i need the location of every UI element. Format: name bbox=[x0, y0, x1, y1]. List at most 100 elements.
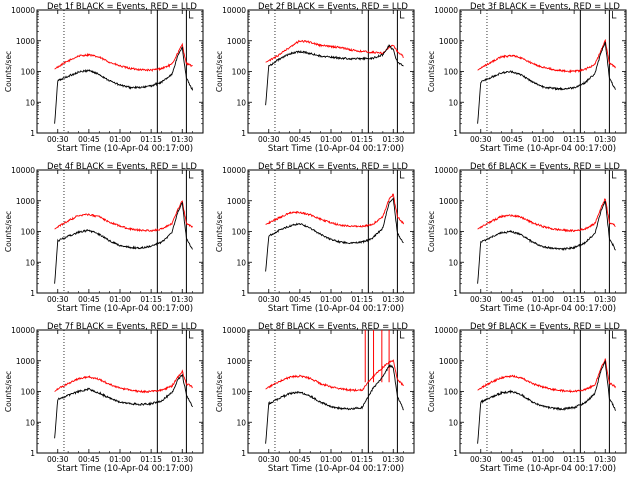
bracket-mark bbox=[400, 11, 405, 19]
panel-title: Det 9f BLACK = Events, RED = LLD bbox=[470, 322, 620, 332]
x-tick-label: 01:30 bbox=[171, 135, 193, 144]
y-tick-label: 10 bbox=[25, 418, 35, 427]
y-tick-label: 1 bbox=[453, 449, 458, 458]
x-tick-label: 00:45 bbox=[78, 135, 100, 144]
events-series-line bbox=[477, 200, 616, 284]
x-tick-label: 01:30 bbox=[382, 455, 404, 464]
bracket-mark bbox=[400, 331, 405, 339]
x-tick-label: 01:00 bbox=[320, 135, 342, 144]
y-tick-label: 1 bbox=[453, 289, 458, 298]
y-tick-label: 100 bbox=[21, 228, 36, 237]
detector-panel-7: Det 7f BLACK = Events, RED = LLD 1 10 100 10… bbox=[4, 322, 204, 474]
x-axis-label: Start Time (10-Apr-04 00:17:00) bbox=[57, 304, 193, 314]
lld-series-line bbox=[265, 39, 404, 63]
y-axis-label: Counts/sec bbox=[215, 51, 224, 92]
x-axis-label: Start Time (10-Apr-04 00:17:00) bbox=[57, 144, 193, 154]
lld-series-line bbox=[54, 200, 193, 233]
x-tick-label: 00:30 bbox=[47, 295, 69, 304]
y-tick-label: 10 bbox=[448, 98, 458, 107]
y-tick-label: 10 bbox=[448, 418, 458, 427]
y-tick-label: 10 bbox=[236, 98, 246, 107]
bracket-mark bbox=[400, 171, 405, 179]
y-tick-label: 10000 bbox=[11, 326, 35, 335]
x-tick-label: 01:00 bbox=[532, 135, 554, 144]
x-tick-label: 00:45 bbox=[289, 135, 311, 144]
x-axis-label: Start Time (10-Apr-04 00:17:00) bbox=[480, 144, 616, 154]
y-tick-label: 1 bbox=[453, 129, 458, 138]
x-tick-label: 01:00 bbox=[109, 455, 131, 464]
x-tick-label: 01:30 bbox=[594, 295, 616, 304]
x-tick-label: 00:30 bbox=[258, 135, 280, 144]
y-tick-label: 10000 bbox=[434, 166, 458, 175]
bracket-mark bbox=[612, 11, 617, 19]
plot-frame bbox=[247, 9, 415, 134]
y-tick-label: 10000 bbox=[222, 166, 246, 175]
x-tick-label: 01:30 bbox=[594, 455, 616, 464]
detector-panel-3: Det 3f BLACK = Events, RED = LLD 1 10 100 10… bbox=[427, 2, 627, 154]
events-series-line bbox=[54, 373, 193, 439]
y-tick-label: 100 bbox=[232, 228, 247, 237]
y-tick-label: 10000 bbox=[222, 6, 246, 15]
lld-series-line bbox=[477, 358, 617, 394]
x-tick-label: 00:30 bbox=[470, 135, 492, 144]
x-tick-label: 01:15 bbox=[563, 455, 585, 464]
y-axis-label: Counts/sec bbox=[4, 211, 13, 252]
x-tick-label: 00:30 bbox=[470, 455, 492, 464]
bracket-mark bbox=[189, 331, 194, 339]
y-tick-label: 10 bbox=[25, 98, 35, 107]
y-tick-label: 10 bbox=[236, 418, 246, 427]
panel-title: Det 1f BLACK = Events, RED = LLD bbox=[47, 2, 197, 12]
y-tick-label: 100 bbox=[444, 388, 459, 397]
events-series-line bbox=[477, 41, 616, 124]
y-tick-label: 10000 bbox=[11, 6, 35, 15]
detector-panel-8: Det 8f BLACK = Events, RED = LLD 1 10 100 10… bbox=[215, 322, 415, 474]
x-tick-label: 01:30 bbox=[171, 295, 193, 304]
x-tick-label: 01:30 bbox=[382, 295, 404, 304]
x-tick-label: 01:30 bbox=[382, 135, 404, 144]
x-tick-label: 00:45 bbox=[78, 455, 100, 464]
x-tick-label: 01:15 bbox=[140, 295, 162, 304]
lld-series-line bbox=[265, 359, 404, 393]
y-tick-label: 10 bbox=[25, 258, 35, 267]
x-tick-label: 00:45 bbox=[289, 295, 311, 304]
panel-title: Det 7f BLACK = Events, RED = LLD bbox=[47, 322, 197, 332]
plot-frame bbox=[247, 169, 415, 294]
y-tick-label: 1 bbox=[30, 449, 35, 458]
x-tick-label: 01:15 bbox=[351, 455, 373, 464]
x-axis-label: Start Time (10-Apr-04 00:17:00) bbox=[480, 304, 616, 314]
panel-title: Det 5f BLACK = Events, RED = LLD bbox=[258, 162, 408, 172]
y-axis-label: Counts/sec bbox=[215, 211, 224, 252]
panel-title: Det 2f BLACK = Events, RED = LLD bbox=[258, 2, 408, 12]
detector-panel-1: Det 1f BLACK = Events, RED = LLD 1 10 100 10… bbox=[4, 2, 204, 154]
y-axis-label: Counts/sec bbox=[215, 371, 224, 412]
x-tick-label: 00:30 bbox=[258, 455, 280, 464]
y-tick-label: 1000 bbox=[16, 357, 35, 366]
x-tick-label: 01:15 bbox=[351, 135, 373, 144]
x-tick-label: 00:45 bbox=[501, 455, 523, 464]
x-tick-label: 00:30 bbox=[258, 295, 280, 304]
lld-series-line bbox=[265, 193, 405, 228]
detector-panel-5: Det 5f BLACK = Events, RED = LLD 1 10 100 10… bbox=[215, 162, 415, 314]
lld-series-line bbox=[54, 42, 193, 73]
events-series-line bbox=[477, 359, 616, 444]
x-tick-label: 00:45 bbox=[501, 295, 523, 304]
y-tick-label: 100 bbox=[21, 68, 36, 77]
plot-frame bbox=[459, 9, 627, 134]
events-series-line bbox=[54, 201, 193, 284]
detector-panel-2: Det 2f BLACK = Events, RED = LLD 1 10 100 10… bbox=[215, 2, 415, 154]
x-tick-label: 01:00 bbox=[532, 455, 554, 464]
events-series-line bbox=[265, 44, 404, 106]
plot-frame bbox=[459, 329, 627, 454]
y-tick-label: 1 bbox=[241, 129, 246, 138]
y-tick-label: 1000 bbox=[439, 37, 458, 46]
x-axis-label: Start Time (10-Apr-04 00:17:00) bbox=[268, 464, 404, 474]
detector-panel-6: Det 6f BLACK = Events, RED = LLD 1 10 100 10… bbox=[427, 162, 627, 314]
x-tick-label: 00:45 bbox=[501, 135, 523, 144]
events-series-line bbox=[265, 363, 404, 444]
panel-title: Det 8f BLACK = Events, RED = LLD bbox=[258, 322, 408, 332]
y-tick-label: 1000 bbox=[227, 37, 246, 46]
y-axis-label: Counts/sec bbox=[4, 371, 13, 412]
x-tick-label: 01:00 bbox=[109, 135, 131, 144]
x-tick-label: 01:00 bbox=[320, 295, 342, 304]
